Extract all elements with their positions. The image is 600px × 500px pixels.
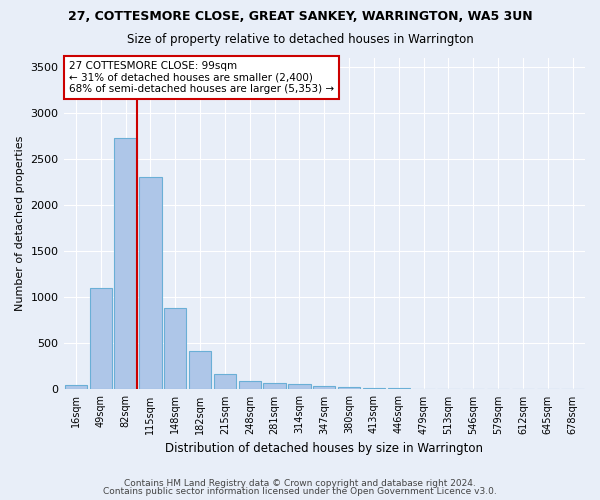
Bar [214, 374, 236, 390]
Bar [89, 288, 112, 390]
Y-axis label: Number of detached properties: Number of detached properties [15, 136, 25, 311]
Bar [65, 385, 87, 390]
Bar [164, 308, 187, 390]
Bar [263, 384, 286, 390]
Bar [412, 388, 435, 390]
Bar [388, 388, 410, 390]
Bar [338, 386, 360, 390]
Bar [139, 178, 161, 390]
Text: Size of property relative to detached houses in Warrington: Size of property relative to detached ho… [127, 32, 473, 46]
Bar [363, 388, 385, 390]
Text: 27 COTTESMORE CLOSE: 99sqm
← 31% of detached houses are smaller (2,400)
68% of s: 27 COTTESMORE CLOSE: 99sqm ← 31% of deta… [69, 61, 334, 94]
Text: Contains public sector information licensed under the Open Government Licence v3: Contains public sector information licen… [103, 487, 497, 496]
Text: 27, COTTESMORE CLOSE, GREAT SANKEY, WARRINGTON, WA5 3UN: 27, COTTESMORE CLOSE, GREAT SANKEY, WARR… [68, 10, 532, 23]
Bar [288, 384, 311, 390]
Bar [115, 138, 137, 390]
X-axis label: Distribution of detached houses by size in Warrington: Distribution of detached houses by size … [165, 442, 483, 455]
Bar [313, 386, 335, 390]
Text: Contains HM Land Registry data © Crown copyright and database right 2024.: Contains HM Land Registry data © Crown c… [124, 478, 476, 488]
Bar [189, 350, 211, 390]
Bar [239, 380, 261, 390]
